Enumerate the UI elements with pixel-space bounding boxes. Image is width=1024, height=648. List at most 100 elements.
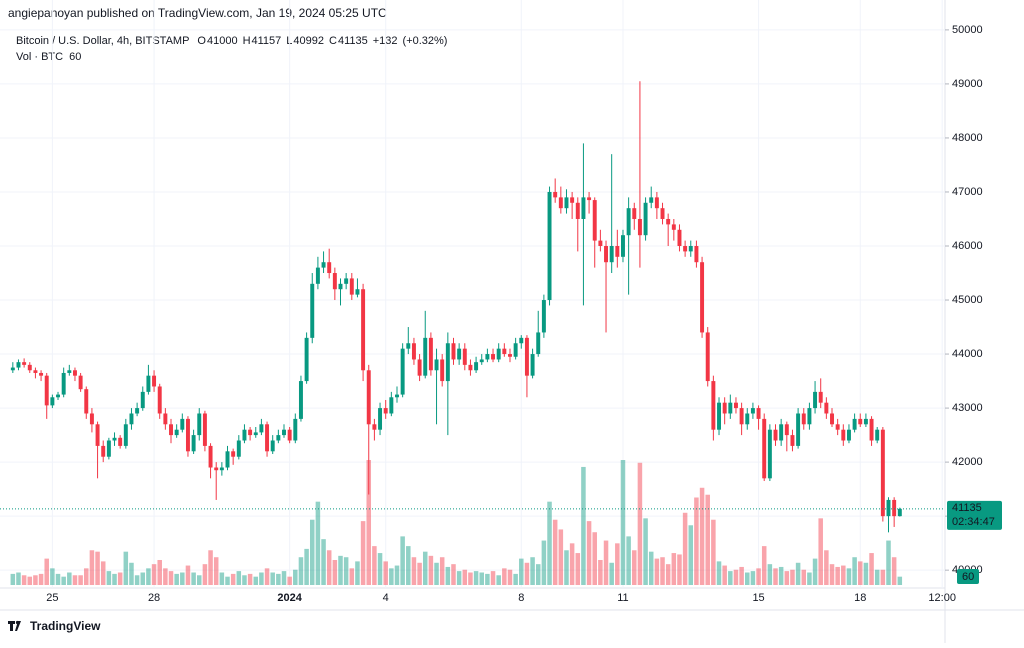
volume-bar <box>745 572 750 585</box>
grid <box>0 0 945 588</box>
candle-body <box>491 354 496 360</box>
volume-bar <box>507 569 513 585</box>
candle-body <box>236 440 241 457</box>
volume-bar <box>767 564 773 585</box>
plot <box>10 81 903 585</box>
volume-bar <box>309 519 315 585</box>
volume-bar <box>524 562 530 585</box>
volume-bar <box>778 566 784 585</box>
volume-bar <box>140 572 146 585</box>
volume-bar <box>552 519 558 585</box>
volume-bar <box>535 564 541 585</box>
candle-body <box>202 413 207 446</box>
volume-bar <box>575 553 581 585</box>
volume-bar <box>671 553 677 585</box>
candle-body <box>756 408 761 419</box>
volume-bar <box>67 572 72 585</box>
candle-body <box>248 429 253 436</box>
y-tick-label: 46000 <box>952 240 983 252</box>
candle-body <box>700 262 705 333</box>
volume-bar <box>479 572 484 585</box>
volume-bar <box>242 575 247 585</box>
candle-body <box>728 402 733 414</box>
volume-bar <box>790 569 795 585</box>
candle-body <box>875 429 880 441</box>
candle-body <box>89 413 94 425</box>
candle-body <box>400 348 405 395</box>
volume-bar <box>208 550 213 585</box>
volume-bar <box>377 553 383 585</box>
candle-body <box>395 394 399 398</box>
candle-body <box>502 348 507 355</box>
volume-bar <box>213 557 219 585</box>
candle-body <box>869 418 874 441</box>
volume-bar <box>16 572 21 585</box>
candle-body <box>231 451 236 457</box>
volume-bar <box>665 564 671 585</box>
volume-bar <box>615 543 620 585</box>
candle-body <box>242 429 247 441</box>
candle-body <box>620 235 625 257</box>
candle-body <box>468 364 473 371</box>
volume-bar <box>293 569 298 585</box>
y-tick-label: 50000 <box>952 24 983 36</box>
candle-body <box>462 348 467 365</box>
volume-last-box <box>957 569 979 584</box>
volume-bar <box>197 575 202 585</box>
volume-bar <box>632 550 637 585</box>
volume-bar <box>61 576 66 585</box>
candle-body <box>327 262 332 274</box>
candle-body <box>406 343 411 349</box>
y-tick-label: 45000 <box>952 294 983 306</box>
volume-bar <box>586 521 592 585</box>
candle-body <box>33 370 38 373</box>
x-tick-label: 12:00 <box>928 592 956 604</box>
candle-body <box>587 197 592 201</box>
candle-body <box>666 218 671 225</box>
candle-body <box>417 359 422 376</box>
volume-bar <box>389 568 394 585</box>
volume-bar <box>298 557 304 585</box>
candle-body <box>146 375 151 392</box>
volume-bar <box>157 560 162 585</box>
candle-body <box>632 208 637 219</box>
candle-body <box>654 197 659 209</box>
volume-bar <box>694 497 699 585</box>
volume-bar <box>89 550 95 585</box>
change-value: +132 <box>373 35 398 47</box>
volume-bar <box>383 561 388 585</box>
volume-bar <box>225 576 230 585</box>
candle-body <box>298 381 303 419</box>
volume-bar <box>219 572 225 585</box>
candle-body <box>344 278 349 284</box>
volume-value: 60 <box>69 51 81 63</box>
candle-body <box>180 418 185 430</box>
volume-bar <box>117 572 123 585</box>
volume-bar <box>253 576 259 585</box>
candle-body <box>78 375 83 390</box>
candle-body <box>660 208 665 219</box>
candle-body <box>445 343 450 382</box>
candle-body <box>253 432 258 436</box>
candle-body <box>530 354 535 376</box>
candle-body <box>796 413 801 446</box>
volume-bar <box>846 568 852 585</box>
volume-bar <box>372 546 377 585</box>
candle-body <box>152 375 157 387</box>
candle-body <box>428 337 433 371</box>
volume-bar <box>95 551 100 585</box>
candle-body <box>372 424 377 430</box>
candle-body <box>841 429 846 441</box>
volume-bar <box>72 575 78 585</box>
volume-bar <box>456 571 462 585</box>
candle-body <box>434 359 439 371</box>
volume-bar <box>569 543 575 585</box>
volume-bar <box>276 573 281 585</box>
volume-bar <box>547 501 552 585</box>
candle-body <box>592 200 597 241</box>
candle-body <box>366 370 371 425</box>
volume-bar <box>835 566 840 585</box>
candle-body <box>310 283 315 338</box>
volume-bar <box>468 572 473 585</box>
candle-body <box>835 424 840 430</box>
